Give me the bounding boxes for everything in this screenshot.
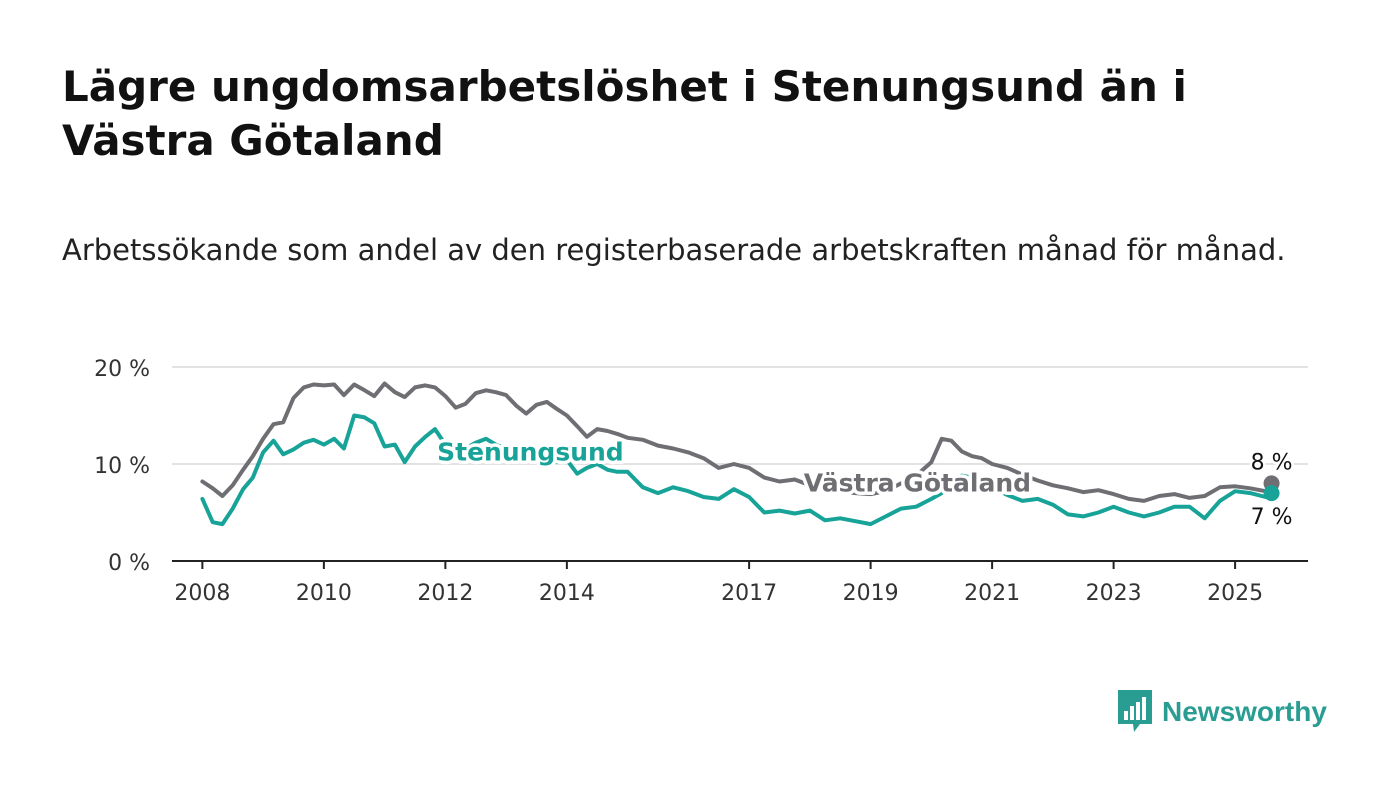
chart-subtitle: Arbetssökande som andel av den registerb… [62,233,1286,267]
series-label-stenungsund: Stenungsund [437,437,624,466]
series-line-vastra-gotaland [200,381,1274,503]
x-tick-label: 2012 [417,581,473,606]
newsworthy-logo[interactable]: Newsworthy [1118,690,1327,734]
x-tick-label: 2010 [296,581,352,606]
x-tick-label: 2017 [721,581,777,606]
x-tick-label: 2025 [1207,581,1263,606]
y-tick-label: 20 % [94,357,150,382]
newsworthy-logo-text: Newsworthy [1162,696,1327,727]
x-tick-label: 2019 [843,581,899,606]
y-tick-label: 0 % [108,551,150,576]
series-end-label-stenungsund: 7 % [1251,505,1293,530]
series-line-stenungsund [200,413,1274,527]
x-tick-label: 2008 [174,581,230,606]
series-end-label-vastra-gotaland: 8 % [1251,450,1293,475]
x-tick-label: 2023 [1086,581,1142,606]
series-end-point-stenungsund [1263,485,1280,502]
newsworthy-logo-icon [1118,690,1152,732]
series-label-vastra-gotaland: Västra Götaland [804,468,1031,497]
x-tick-label: 2014 [539,581,595,606]
x-tick-label: 2021 [964,581,1020,606]
chart-title: Lägre ungdomsarbetslöshet i Stenungsund … [62,62,1187,165]
y-tick-label: 10 % [94,454,150,479]
